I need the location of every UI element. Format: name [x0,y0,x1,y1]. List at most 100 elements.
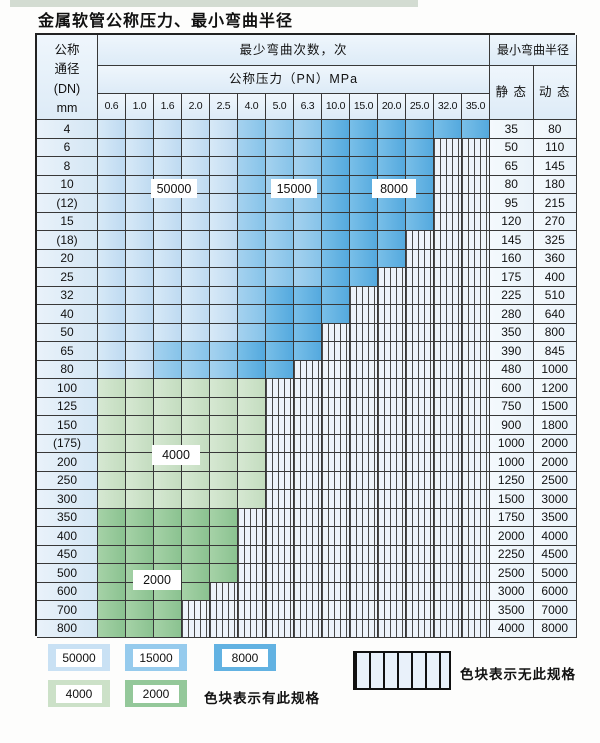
spec-cell-4000 [238,416,266,435]
no-spec-cell [294,601,322,620]
spec-cell-50000 [126,249,154,268]
no-spec-cell [434,360,462,379]
no-spec-cell [294,434,322,453]
dn-cell: 300 [37,490,98,509]
dn-cell: 40 [37,305,98,324]
spec-cell-15000 [266,268,294,287]
no-spec-cell [238,582,266,601]
spec-cell-8000 [378,120,406,139]
no-spec-cell [462,453,490,472]
dynamic-radius-cell: 325 [533,231,577,250]
spec-cell-50000 [182,305,210,324]
spec-cell-50000 [210,175,238,194]
dn-cell: 350 [37,508,98,527]
spec-cell-8000 [350,138,378,157]
static-radius-cell: 95 [490,194,534,213]
no-spec-cell [434,323,462,342]
dynamic-radius-cell: 2500 [533,471,577,490]
no-spec-cell [462,582,490,601]
dn-cell: 400 [37,527,98,546]
no-spec-cell [294,582,322,601]
spec-cell-50000 [154,323,182,342]
no-spec-cell [322,527,350,546]
spec-cell-4000 [182,471,210,490]
spec-cell-4000 [98,434,126,453]
spec-cell-50000 [126,323,154,342]
no-spec-cell [210,619,238,638]
no-spec-cell [266,416,294,435]
dynamic-radius-cell: 80 [533,120,577,139]
static-radius-cell: 3500 [490,601,534,620]
header-min-radius: 最小弯曲半径 [490,35,577,66]
no-spec-cell [406,619,434,638]
dn-cell: 500 [37,564,98,583]
no-spec-cell [350,508,378,527]
spec-cell-50000 [210,231,238,250]
spec-cell-4000 [238,379,266,398]
spec-cell-50000 [182,231,210,250]
no-spec-cell [434,138,462,157]
dynamic-radius-cell: 800 [533,323,577,342]
no-spec-cell [462,471,490,490]
dynamic-radius-cell: 510 [533,286,577,305]
spec-cell-15000 [266,157,294,176]
no-spec-cell [266,564,294,583]
spec-cell-8000 [378,157,406,176]
spec-cell-15000 [294,231,322,250]
header-pressure-value: 5.0 [266,94,294,120]
spec-cell-8000 [350,212,378,231]
spec-cell-4000 [126,397,154,416]
spec-cell-50000 [210,157,238,176]
spec-cell-15000 [238,231,266,250]
spec-cell-50000 [210,120,238,139]
no-spec-cell [434,379,462,398]
no-spec-cell [462,508,490,527]
no-spec-cell [350,471,378,490]
no-spec-cell [406,286,434,305]
no-spec-cell [434,397,462,416]
no-spec-cell [462,194,490,213]
header-pressure-value: 10.0 [322,94,350,120]
spec-cell-2000 [210,564,238,583]
spec-cell-50000 [98,175,126,194]
no-spec-cell [378,453,406,472]
header-pressure-value: 20.0 [378,94,406,120]
spec-cell-8000 [406,212,434,231]
spec-cell-8000 [322,138,350,157]
spec-cell-50000 [98,157,126,176]
dynamic-radius-cell: 270 [533,212,577,231]
no-spec-cell [434,249,462,268]
dynamic-radius-cell: 2000 [533,434,577,453]
no-spec-cell [266,397,294,416]
no-spec-cell [406,268,434,287]
no-spec-cell [294,619,322,638]
header-pressure-value: 15.0 [350,94,378,120]
no-spec-cell [322,619,350,638]
dn-cell: 32 [37,286,98,305]
header-dn: 公称 通径 (DN) mm [37,35,98,120]
spec-cell-8000 [434,120,462,139]
no-spec-cell [322,416,350,435]
spec-cell-15000 [294,249,322,268]
no-spec-cell [378,601,406,620]
spec-cell-50000 [182,157,210,176]
dn-cell: 200 [37,453,98,472]
spec-cell-4000 [126,453,154,472]
static-radius-cell: 225 [490,286,534,305]
dynamic-radius-cell: 4500 [533,545,577,564]
header-pressure-value: 25.0 [406,94,434,120]
spec-cell-2000 [210,508,238,527]
spec-cell-8000 [266,286,294,305]
spec-cell-4000 [126,379,154,398]
no-spec-cell [210,582,238,601]
no-spec-cell [434,342,462,361]
spec-cell-15000 [238,268,266,287]
no-spec-cell [322,508,350,527]
static-radius-cell: 145 [490,231,534,250]
no-spec-cell [294,490,322,509]
spec-cell-50000 [210,286,238,305]
header-pressure-value: 2.5 [210,94,238,120]
spec-cell-8000 [294,286,322,305]
dn-cell: 150 [37,416,98,435]
spec-cell-50000 [126,138,154,157]
